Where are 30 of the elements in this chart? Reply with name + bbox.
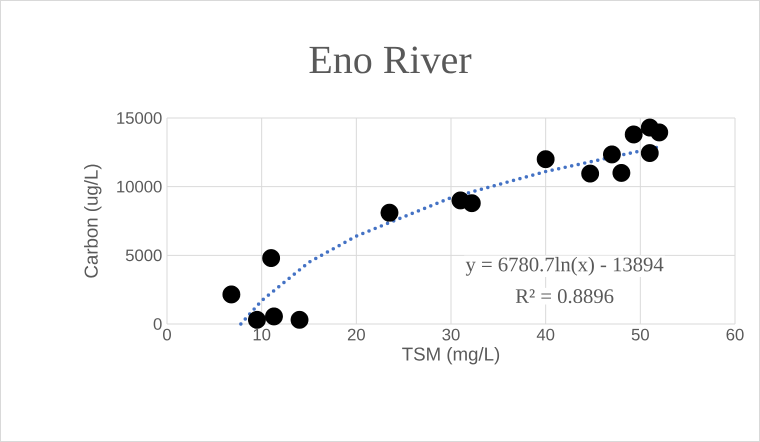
x-tick-label: 50 xyxy=(632,328,649,340)
x-tick-label: 20 xyxy=(348,328,365,340)
point xyxy=(462,194,481,212)
point xyxy=(650,123,668,142)
point xyxy=(262,249,280,268)
x-tick-label: 0 xyxy=(163,328,171,340)
point xyxy=(602,145,621,164)
y-tick-label: 0 xyxy=(154,318,162,330)
x-tick-label: 60 xyxy=(726,328,744,340)
point xyxy=(248,310,266,329)
point xyxy=(581,164,600,183)
annotation: y = 6780.7ln(x) - 13894 xyxy=(466,256,664,276)
y-tick-label: 10000 xyxy=(117,180,162,193)
x-tick-label: 10 xyxy=(254,328,270,340)
point xyxy=(265,307,283,326)
y-tick-label: 5000 xyxy=(126,249,162,262)
chart-title: Eno River xyxy=(310,46,472,74)
x-tick-label: 30 xyxy=(442,328,460,340)
point xyxy=(624,126,643,144)
y-tick-label: 15000 xyxy=(117,112,162,124)
x-axis-title: TSM (mg/L) xyxy=(402,346,500,364)
point xyxy=(222,286,240,304)
point xyxy=(612,164,630,182)
x-tick-label: 40 xyxy=(536,328,554,340)
y-axis-title: Carbon (ug/L) xyxy=(84,164,102,278)
annotation: R² = 0.8896 xyxy=(516,289,614,304)
point xyxy=(640,144,659,162)
point xyxy=(380,204,398,222)
point xyxy=(290,310,308,329)
point xyxy=(536,150,555,168)
